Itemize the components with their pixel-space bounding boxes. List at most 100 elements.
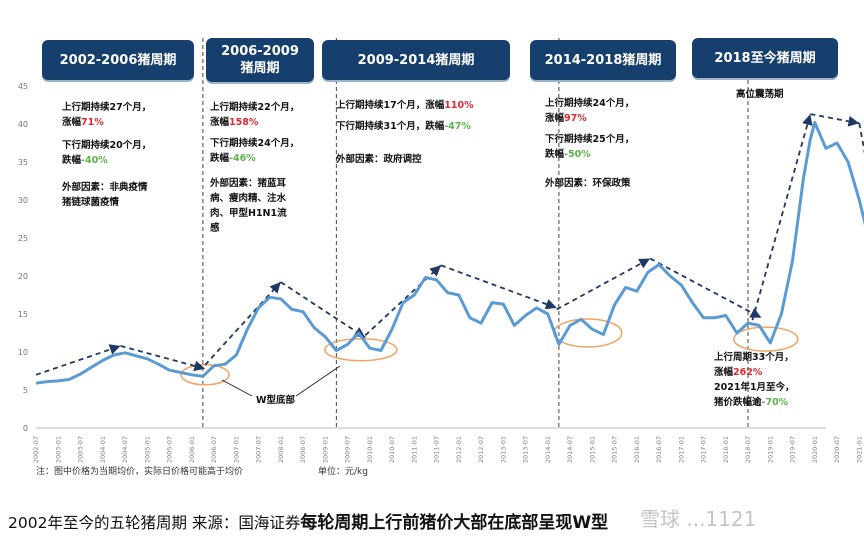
up-gain: 71% [81, 117, 104, 128]
x-tick-label: 2002-07 [32, 436, 40, 463]
trend-arrow [649, 257, 762, 319]
x-tick-label: 2005-07 [166, 436, 174, 463]
x-tick-label: 2013-01 [499, 436, 507, 463]
down-fall-row: 跌幅-40% [62, 155, 108, 166]
x-tick-label: 2007-01 [232, 436, 240, 463]
trend-arrow [440, 264, 557, 310]
y-tick-label: 25 [18, 234, 28, 243]
trend-arrow [35, 344, 121, 376]
x-tick-label: 2005-01 [143, 436, 151, 463]
x-tick-label: 2004-07 [121, 436, 129, 463]
y-tick-label: 0 [23, 424, 28, 433]
x-tick-label: 2017-07 [700, 436, 708, 463]
period-title: 2006-2009 猪周期 [221, 44, 299, 76]
x-tick-label: 2016-01 [633, 436, 641, 463]
up-gain: 97% [564, 113, 587, 124]
y-tick-label: 40 [18, 120, 28, 129]
y-tick-label: 30 [18, 196, 28, 205]
period-title: 2002-2006猪周期 [59, 52, 177, 68]
price-line [35, 121, 864, 385]
period-title: 2014-2018猪周期 [544, 52, 662, 68]
down-fall-row: 跌幅-50% [545, 149, 591, 160]
x-tick-label: 2008-07 [299, 436, 307, 463]
period4-notes: 上行期持续24个月， 涨幅97% 下行期持续25个月， 跌幅-50% 外部因素：… [545, 96, 675, 191]
caption-source: 2002年至今的五轮猪周期 来源：国海证券 [8, 514, 301, 532]
trend-arrow [858, 123, 864, 154]
trend-arrow [751, 113, 813, 321]
x-tick-label: 2010-01 [366, 436, 374, 463]
down-fall: -50% [564, 149, 591, 160]
external-factor: 猪链球菌疫情 [62, 197, 120, 208]
up-duration: 上行期持续24个月， [545, 98, 635, 109]
x-tick-label: 2014-07 [566, 436, 574, 463]
period-header-2002-2006: 2002-2006猪周期 [42, 40, 194, 80]
x-tick-label: 2009-01 [321, 436, 329, 463]
down-fall: -40% [81, 155, 108, 166]
w-bottom-circles [180, 318, 799, 386]
period-title: 2009-2014猪周期 [357, 52, 475, 68]
period-header-2014-2018: 2014-2018猪周期 [530, 40, 676, 80]
period5-notes: 上行周期33个月， 涨幅262% 2021年1月至今， 猪价跌幅逾-70% [714, 350, 844, 410]
x-tick-label: 2018-01 [722, 436, 730, 463]
w-bottom-label: W型底部 [256, 395, 295, 406]
period3-notes: 上行期持续17个月，涨幅110% 下行期持续31个月，跌幅-47% 外部因素：政… [336, 98, 516, 167]
up-row: 上行期持续17个月，涨幅110% [336, 100, 474, 111]
external-factor: 外部因素：政府调控 [336, 154, 422, 165]
x-tick-label: 2011-07 [433, 436, 441, 463]
x-tick-label: 2017-01 [677, 436, 685, 463]
external-factor: 外部因素：猪蓝耳 [210, 178, 287, 189]
down-fall-row: 跌幅-46% [210, 153, 256, 164]
external-factor: 肉、甲型H1N1流 [210, 208, 287, 219]
w-bottom-circle [324, 337, 398, 362]
x-tick-label: 2012-01 [455, 436, 463, 463]
down-fall-row: 猪价跌幅逾-70% [714, 397, 789, 408]
y-tick-label: 35 [18, 158, 28, 167]
external-factor: 病、瘦肉精、注水 [210, 193, 287, 204]
pig-price-chart: 0 5 10 15 20 25 30 35 40 45 2002-07 2003-01 2003-07 2… [18, 38, 864, 463]
y-tick-label: 5 [23, 386, 28, 395]
x-tick-label: 2015-07 [611, 436, 619, 463]
x-tick-label: 2018-07 [744, 436, 752, 463]
trend-arrow [556, 257, 651, 311]
up-gain-row: 涨幅262% [714, 367, 763, 378]
y-tick-label: 20 [18, 272, 28, 281]
up-gain-row: 涨幅158% [210, 117, 259, 128]
up-duration: 上行期持续27个月， [62, 102, 152, 113]
up-gain-row: 涨幅97% [545, 113, 587, 124]
down-duration: 下行期持续25个月， [545, 134, 635, 145]
down-row: 下行期持续31个月，跌幅-47% [336, 121, 471, 132]
x-tick-label: 2011-01 [410, 436, 418, 463]
x-tick-label: 2013-07 [522, 436, 530, 463]
down-since: 2021年1月至今， [714, 382, 795, 393]
caption: 2002年至今的五轮猪周期 来源：国海证券每轮周期上行前猪价大部在底部呈现W型 [8, 508, 608, 533]
down-duration: 下行期持续20个月， [62, 140, 152, 151]
external-factor: 感 [210, 223, 220, 234]
trend-arrow [364, 264, 442, 336]
period2-notes: 上行期持续22个月， 涨幅158% 下行期持续24个月， 跌幅-46% 外部因素… [210, 100, 322, 236]
down-duration: 下行期持续24个月， [210, 138, 300, 149]
x-tick-label: 2015-01 [588, 436, 596, 463]
watermark: 雪球 ...1121 [640, 507, 757, 531]
down-fall: -47% [444, 121, 471, 132]
period-header-2009-2014: 2009-2014猪周期 [322, 40, 510, 80]
x-tick-label: 2003-01 [54, 436, 62, 463]
x-tick-label: 2020-01 [811, 436, 819, 463]
period-header-2006-2009: 2006-2009 猪周期 [206, 38, 314, 82]
x-tick-label: 2014-01 [544, 436, 552, 463]
up-gain: 262% [733, 367, 763, 378]
period1-notes: 上行期持续27个月， 涨幅71% 下行期持续20个月， 跌幅-40% 外部因素：… [62, 100, 192, 210]
caption-headline: 每轮周期上行前猪价大部在底部呈现W型 [300, 513, 609, 533]
period-header-2018-now: 2018至今猪周期 [692, 38, 838, 78]
w-bottom-circle [733, 326, 799, 352]
external-factor: 外部因素：非典疫情 [62, 182, 148, 193]
x-tick-label: 2008-01 [277, 436, 285, 463]
up-gain-row: 涨幅71% [62, 117, 104, 128]
x-tick-label: 2009-07 [344, 436, 352, 463]
y-tick-label: 15 [18, 310, 28, 319]
up-gain: 158% [229, 117, 259, 128]
trend-arrow [204, 281, 282, 366]
high-oscillation-label: 高位震荡期 [736, 89, 784, 100]
up-gain: 110% [444, 100, 474, 111]
trend-arrow [280, 281, 366, 339]
x-tick-label: 2007-07 [255, 436, 263, 463]
